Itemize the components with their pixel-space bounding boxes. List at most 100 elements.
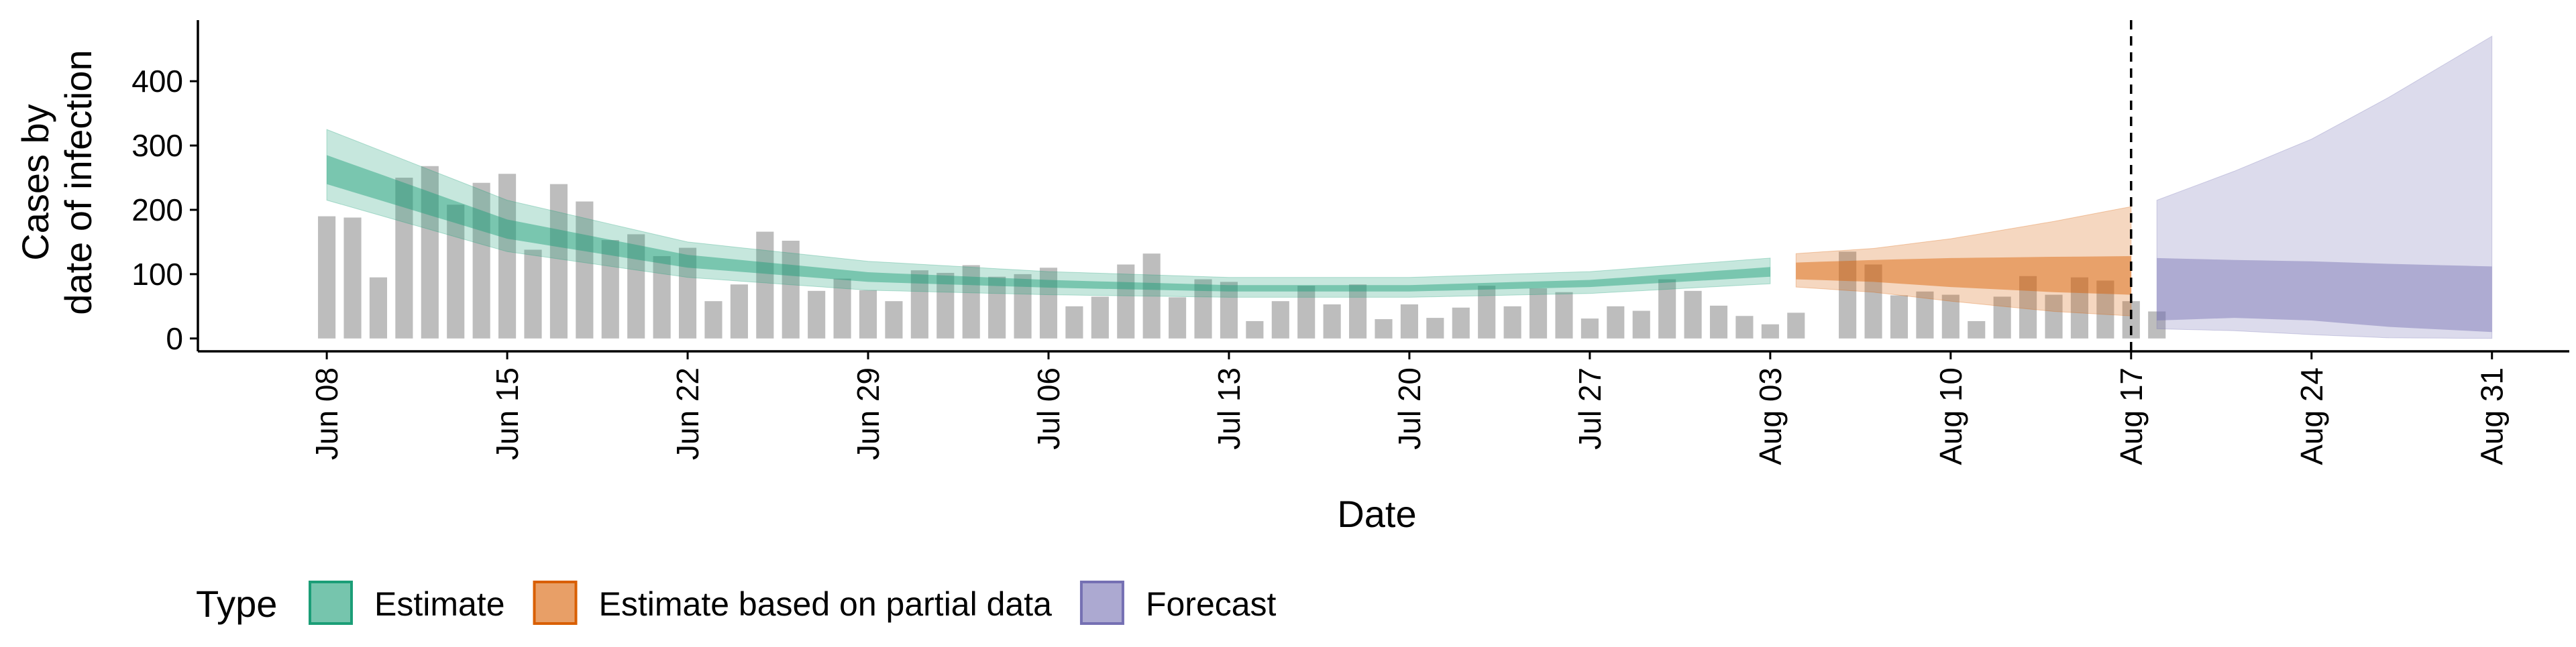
case-bar	[1839, 251, 1857, 339]
case-bar	[678, 247, 697, 339]
case-bar	[1607, 306, 1625, 339]
case-bar	[962, 265, 980, 339]
case-bar	[756, 231, 774, 339]
case-bar	[1503, 306, 1521, 339]
x-tick-label: Jun 29	[851, 367, 885, 460]
case-bar	[1916, 291, 1934, 339]
case-bar	[1452, 307, 1470, 339]
case-bar	[343, 217, 362, 339]
case-bar	[1968, 320, 1986, 339]
y-tick-label: 400	[131, 64, 183, 99]
legend-title: Type	[196, 583, 277, 625]
x-tick-label: Jul 13	[1212, 367, 1246, 450]
x-tick-label: Jun 15	[490, 367, 525, 460]
case-bar	[1117, 264, 1135, 339]
case-bar	[472, 182, 490, 339]
case-bar	[1555, 292, 1573, 339]
case-bar	[1014, 274, 1032, 339]
case-bar	[1246, 320, 1264, 339]
case-bar	[2096, 280, 2114, 339]
case-bar	[1142, 253, 1161, 339]
case-bar	[885, 301, 903, 339]
y-axis-title-line: Cases by	[14, 104, 56, 260]
case-bar	[1091, 296, 1109, 339]
case-bar	[421, 166, 439, 339]
case-bar	[1684, 290, 1702, 339]
case-bar	[1349, 284, 1367, 339]
case-bar	[549, 184, 568, 339]
case-bar	[2070, 277, 2089, 339]
y-axis-title: Cases bydate of infection	[14, 50, 99, 314]
x-tick-label: Aug 10	[1933, 367, 1968, 465]
case-bar	[1632, 310, 1650, 339]
x-tick-label: Jun 08	[309, 367, 344, 460]
legend-label-estimate: Estimate	[374, 585, 505, 623]
case-bar	[1941, 294, 1960, 339]
case-bar	[1787, 312, 1805, 339]
legend-swatch-estimate-based-on-partial-data	[533, 581, 578, 625]
forecast-band-90	[2156, 36, 2493, 339]
y-tick-label: 100	[131, 257, 183, 292]
estimate-bands	[326, 36, 2493, 339]
x-tick-label: Jul 20	[1392, 367, 1427, 450]
case-bar	[2019, 276, 2037, 339]
legend: Type Estimate Estimate based on partial da…	[196, 581, 1277, 625]
x-tick-label: Aug 03	[1753, 367, 1788, 465]
case-bar	[524, 249, 542, 339]
case-bar	[833, 278, 851, 339]
estimate-based-on-partial-data-band-50	[1796, 256, 2131, 295]
case-bar	[1194, 279, 1212, 339]
case-bar	[447, 204, 465, 339]
x-axis-title: Date	[1337, 493, 1416, 535]
case-bar	[1297, 286, 1316, 339]
x-tick-label: Jul 27	[1572, 367, 1607, 450]
case-bar	[1271, 301, 1289, 339]
case-bar	[1658, 279, 1676, 339]
case-bar	[704, 301, 722, 339]
case-bar	[2148, 311, 2166, 339]
case-bar	[1761, 324, 1779, 339]
axes: 0 100 200 300 400 Jun 08 Jun 15 Jun 22 Jun 29 Jul…	[14, 20, 2569, 535]
y-tick-label: 200	[131, 192, 183, 227]
case-bar	[782, 241, 800, 339]
case-bar	[730, 284, 748, 339]
case-bar	[1580, 318, 1599, 339]
case-bar	[627, 234, 645, 339]
legend-swatch-forecast	[1079, 581, 1124, 625]
legend-label-estimate-based-on-partial-data: Estimate based on partial data	[599, 585, 1053, 623]
case-bar	[859, 290, 877, 339]
case-bar	[498, 174, 517, 339]
case-bar	[1709, 305, 1728, 339]
case-bar	[808, 290, 826, 339]
case-bar	[395, 178, 413, 339]
x-tick-label: Jul 06	[1031, 367, 1066, 450]
case-bar	[1169, 297, 1187, 339]
legend-label-forecast: Forecast	[1146, 585, 1277, 623]
case-bar	[1426, 318, 1444, 339]
case-bar	[653, 256, 671, 339]
y-tick-label: 0	[166, 321, 183, 356]
case-bar	[1375, 319, 1393, 339]
case-bar	[910, 270, 928, 339]
y-axis-title-line: date of infection	[57, 50, 99, 314]
case-bar	[1735, 316, 1754, 339]
case-bar	[1400, 304, 1418, 339]
case-bar	[1993, 296, 2011, 339]
case-bar	[601, 240, 619, 339]
case-bar	[369, 277, 388, 339]
estimate-band-90	[326, 129, 1771, 298]
case-bar	[936, 272, 955, 339]
case-bar	[988, 276, 1006, 339]
legend-swatch-estimate	[309, 581, 353, 625]
y-tick-label: 300	[131, 128, 183, 163]
x-tick-label: Jun 22	[670, 367, 705, 460]
estimate-band-50	[327, 155, 1770, 292]
case-bar	[1890, 295, 1909, 339]
case-bar	[576, 201, 594, 339]
x-tick-label: Aug 31	[2475, 367, 2510, 465]
case-bar	[1529, 288, 1548, 339]
case-bar	[1220, 282, 1238, 339]
forecast-band-50	[2157, 257, 2492, 333]
